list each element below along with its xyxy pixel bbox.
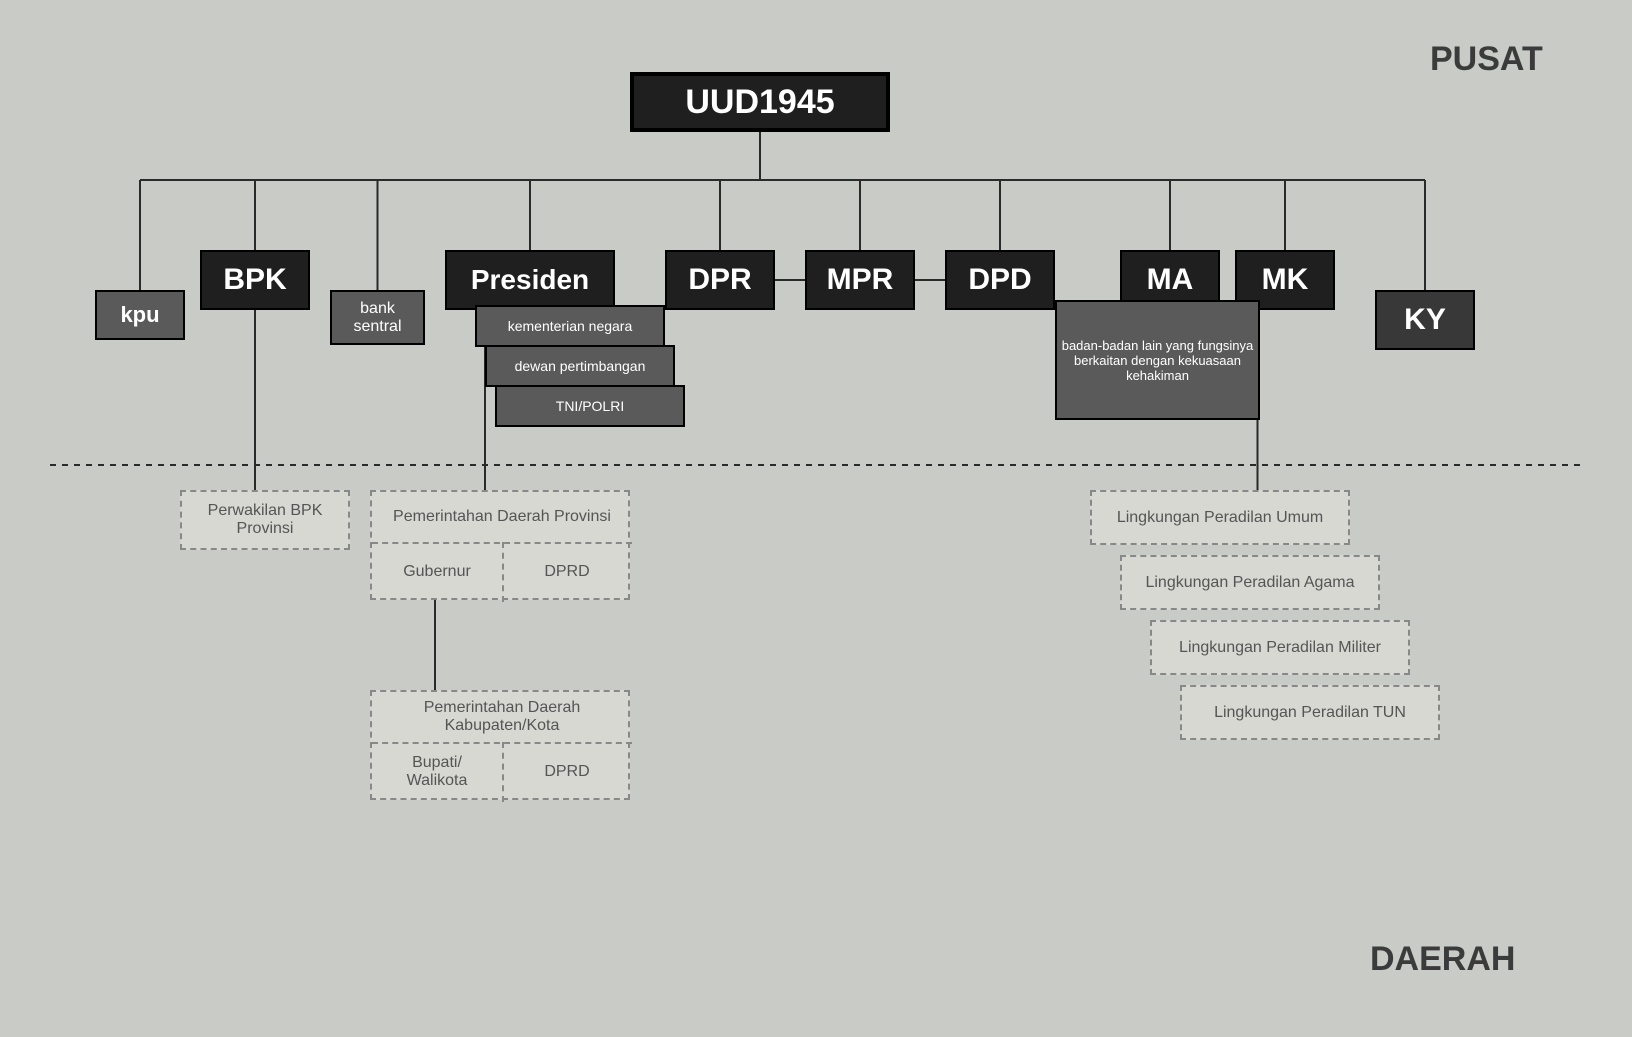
node-pemda-kab: Pemerintahan Daerah Kabupaten/KotaBupati… <box>370 690 630 800</box>
node-root: UUD1945 <box>630 72 890 132</box>
node-pres-sub-0: kementerian negara <box>475 305 665 347</box>
label-daerah: DAERAH <box>1370 940 1515 979</box>
node-pemda-prov-cell-1: DPRD <box>502 542 632 602</box>
node-pemda-prov-cell-0: Gubernur <box>372 542 504 602</box>
node-pemda-prov-title: Pemerintahan Daerah Provinsi <box>372 492 632 544</box>
node-ma-sub: badan-badan lain yang fungsinya berkaita… <box>1055 300 1260 420</box>
node-pres-sub-2: TNI/POLRI <box>495 385 685 427</box>
node-peradilan-0: Lingkungan Peradilan Umum <box>1090 490 1350 545</box>
node-dpr: DPR <box>665 250 775 310</box>
node-ky: KY <box>1375 290 1475 350</box>
node-kpu: kpu <box>95 290 185 340</box>
node-bank: bank sentral <box>330 290 425 345</box>
node-pres-sub-1: dewan pertimbangan <box>485 345 675 387</box>
node-pemda-prov: Pemerintahan Daerah ProvinsiGubernurDPRD <box>370 490 630 600</box>
node-pemda-kab-cell-1: DPRD <box>502 742 632 802</box>
node-bpk-prov: Perwakilan BPK Provinsi <box>180 490 350 550</box>
label-pusat: PUSAT <box>1430 40 1543 79</box>
node-peradilan-3: Lingkungan Peradilan TUN <box>1180 685 1440 740</box>
node-peradilan-1: Lingkungan Peradilan Agama <box>1120 555 1380 610</box>
node-pemda-kab-title: Pemerintahan Daerah Kabupaten/Kota <box>372 692 632 744</box>
node-peradilan-2: Lingkungan Peradilan Militer <box>1150 620 1410 675</box>
node-pres: Presiden <box>445 250 615 310</box>
node-mpr: MPR <box>805 250 915 310</box>
diagram-stage: PUSAT DAERAH UUD1945 kpu BPK bank sentral Pres… <box>0 0 1632 1037</box>
node-bpk: BPK <box>200 250 310 310</box>
node-pemda-kab-cell-0: Bupati/ Walikota <box>372 742 504 802</box>
node-dpd: DPD <box>945 250 1055 310</box>
